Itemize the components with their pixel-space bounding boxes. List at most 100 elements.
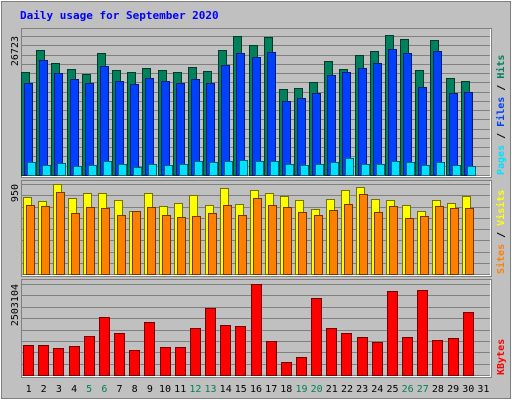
x-tick-day-22: 22 xyxy=(341,384,353,395)
x-tick-day-13: 13 xyxy=(204,384,216,395)
y-max-label: 2503104 xyxy=(10,284,21,326)
legend-text: Pages / Files / Hits xyxy=(495,55,507,175)
series-kbytes xyxy=(23,284,474,376)
bar-kbytes-day-21 xyxy=(326,328,337,376)
bar-files-day-14 xyxy=(221,65,230,176)
panel-1: 26723 Pages / Files / Hits xyxy=(10,28,507,178)
bar-files-day-13 xyxy=(206,83,215,176)
bar-kbytes-day-24 xyxy=(372,342,383,376)
bar-kbytes-day-26 xyxy=(402,337,413,376)
bar-sites-day-20 xyxy=(314,215,323,275)
legend-kbytes: KBytes xyxy=(496,339,507,375)
bar-pages-day-7 xyxy=(118,164,127,176)
legend-separator: / xyxy=(496,226,507,244)
bar-files-day-19 xyxy=(297,98,306,176)
bar-sites-day-30 xyxy=(465,208,474,275)
bar-kbytes-day-12 xyxy=(190,328,201,376)
bar-kbytes-day-6 xyxy=(99,317,110,376)
bar-sites-day-8 xyxy=(132,211,141,275)
bar-sites-day-22 xyxy=(344,204,353,275)
bar-sites-day-25 xyxy=(389,206,398,275)
bar-files-day-15 xyxy=(236,53,245,176)
bar-files-day-26 xyxy=(403,53,412,176)
bar-pages-day-3 xyxy=(57,163,66,176)
bar-kbytes-day-22 xyxy=(341,333,352,376)
legend-hits: Hits xyxy=(495,55,507,79)
legend-pages: Pages xyxy=(496,145,507,175)
x-tick-day-21: 21 xyxy=(326,384,338,395)
panel-3: 2503104 KBytes xyxy=(10,279,507,378)
x-tick-day-11: 11 xyxy=(174,384,186,395)
bar-pages-day-16 xyxy=(255,161,264,176)
x-tick-day-12: 12 xyxy=(189,384,201,395)
bar-sites-day-7 xyxy=(117,215,126,275)
bar-sites-day-4 xyxy=(71,213,80,275)
bar-kbytes-day-10 xyxy=(160,347,171,376)
bar-kbytes-day-29 xyxy=(448,338,459,376)
bar-sites-day-9 xyxy=(147,207,156,275)
bar-pages-day-20 xyxy=(315,164,324,176)
bar-pages-day-26 xyxy=(406,162,415,176)
x-tick-day-29: 29 xyxy=(447,384,459,395)
bar-kbytes-day-30 xyxy=(463,312,474,376)
bar-pages-day-12 xyxy=(194,161,203,176)
legend-visits: Visits xyxy=(495,190,507,226)
bar-kbytes-day-18 xyxy=(281,362,292,376)
bar-pages-day-5 xyxy=(88,165,97,176)
bar-sites-day-11 xyxy=(177,217,186,275)
bar-files-day-2 xyxy=(39,60,48,176)
x-tick-day-24: 24 xyxy=(371,384,383,395)
x-tick-day-5: 5 xyxy=(86,384,92,395)
bar-pages-day-15 xyxy=(239,160,248,176)
legend-sites: Sites xyxy=(495,244,507,274)
bar-pages-day-14 xyxy=(224,161,233,176)
bar-pages-day-11 xyxy=(179,164,188,176)
bar-files-day-6 xyxy=(100,66,109,176)
bar-kbytes-day-5 xyxy=(84,336,95,376)
bar-kbytes-day-3 xyxy=(53,348,64,376)
bar-pages-day-24 xyxy=(376,164,385,176)
bar-kbytes-day-17 xyxy=(266,341,277,376)
bar-sites-day-26 xyxy=(405,218,414,275)
bar-sites-day-27 xyxy=(420,216,429,275)
x-tick-day-31: 31 xyxy=(477,384,489,395)
legend-separator: / xyxy=(496,79,507,97)
bar-kbytes-day-4 xyxy=(69,346,80,376)
x-tick-day-1: 1 xyxy=(26,384,32,395)
x-tick-day-8: 8 xyxy=(132,384,138,395)
y-max-label: 26723 xyxy=(10,36,21,66)
bar-sites-day-10 xyxy=(162,215,171,275)
legend-text: Sites / Visits xyxy=(495,190,507,274)
x-tick-day-30: 30 xyxy=(462,384,474,395)
bar-sites-day-13 xyxy=(208,213,217,275)
chart-title: Daily usage for September 2020 xyxy=(20,9,219,22)
bar-kbytes-day-14 xyxy=(220,325,231,376)
bar-files-day-5 xyxy=(85,83,94,176)
x-tick-day-27: 27 xyxy=(417,384,429,395)
x-tick-day-23: 23 xyxy=(356,384,368,395)
bar-files-day-8 xyxy=(130,84,139,176)
x-tick-day-25: 25 xyxy=(386,384,398,395)
bar-sites-day-5 xyxy=(86,207,95,275)
bar-sites-day-19 xyxy=(298,212,307,275)
x-tick-day-18: 18 xyxy=(280,384,292,395)
bar-sites-day-24 xyxy=(374,212,383,275)
bar-files-day-11 xyxy=(176,83,185,176)
bar-sites-day-18 xyxy=(283,207,292,275)
bar-kbytes-day-2 xyxy=(38,345,49,376)
bar-files-day-7 xyxy=(115,81,124,176)
legend-text: KBytes xyxy=(496,339,507,375)
bar-pages-day-28 xyxy=(436,162,445,176)
x-tick-day-10: 10 xyxy=(159,384,171,395)
bar-pages-day-23 xyxy=(361,164,370,176)
bar-files-day-25 xyxy=(388,49,397,176)
bar-files-day-16 xyxy=(252,57,261,176)
bar-pages-day-10 xyxy=(164,165,173,176)
bar-files-day-1 xyxy=(24,83,33,176)
bar-files-day-24 xyxy=(373,63,382,176)
bar-pages-day-27 xyxy=(421,165,430,176)
x-tick-day-17: 17 xyxy=(265,384,277,395)
x-tick-day-16: 16 xyxy=(250,384,262,395)
x-tick-day-6: 6 xyxy=(101,384,107,395)
